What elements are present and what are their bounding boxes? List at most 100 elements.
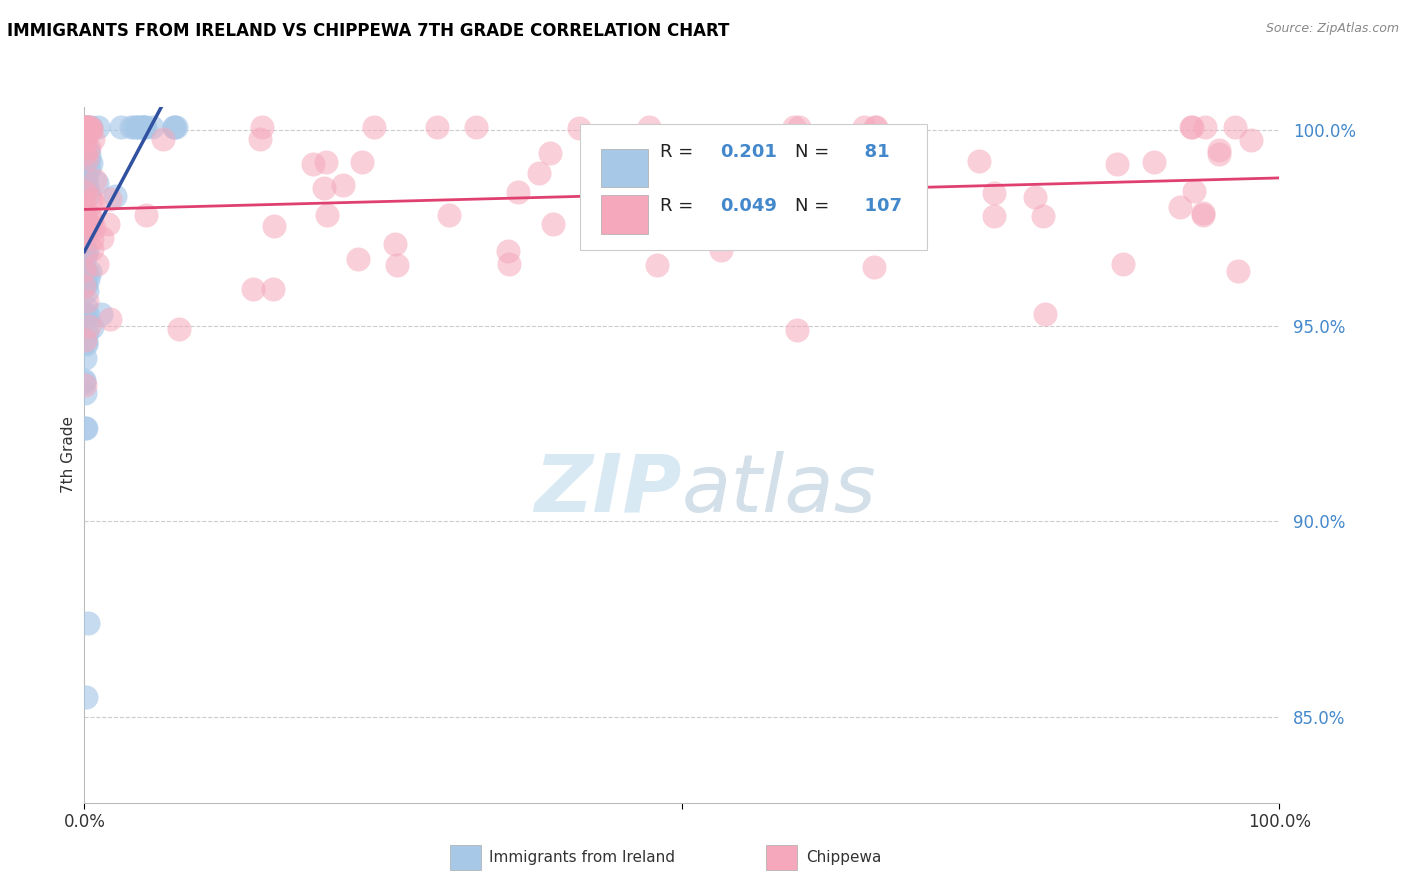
Point	[141, 120, 163, 134]
Point	[1032, 209, 1054, 223]
Point	[75, 310, 97, 324]
Point	[80, 123, 103, 137]
Point	[73, 278, 96, 293]
Point	[76, 216, 98, 230]
Text: IMMIGRANTS FROM IRELAND VS CHIPPEWA 7TH GRADE CORRELATION CHART: IMMIGRANTS FROM IRELAND VS CHIPPEWA 7TH …	[7, 22, 730, 40]
Point	[75, 334, 97, 348]
Point	[316, 208, 339, 222]
FancyBboxPatch shape	[600, 195, 648, 234]
Point	[132, 120, 155, 134]
Point	[733, 158, 755, 172]
Point	[98, 311, 121, 326]
Point	[73, 212, 96, 227]
Point	[262, 282, 284, 296]
Point	[301, 157, 323, 171]
Point	[77, 153, 100, 167]
Point	[73, 120, 96, 134]
Point	[73, 202, 96, 217]
Point	[82, 195, 104, 210]
Point	[83, 220, 105, 235]
Point	[1192, 208, 1215, 222]
Point	[865, 120, 887, 134]
Point	[863, 120, 886, 134]
Point	[541, 218, 564, 232]
Point	[862, 260, 884, 275]
Point	[786, 323, 808, 337]
Point	[652, 207, 675, 221]
Point	[90, 231, 112, 245]
Point	[134, 120, 156, 134]
Point	[80, 192, 103, 206]
Point	[75, 300, 97, 314]
Point	[637, 120, 659, 134]
Point	[84, 173, 107, 187]
Point	[75, 126, 97, 140]
Point	[77, 120, 100, 134]
Point	[77, 309, 100, 323]
Point	[73, 372, 96, 386]
Point	[73, 186, 96, 200]
Point	[437, 208, 460, 222]
Point	[73, 386, 96, 401]
Point	[73, 120, 96, 134]
Point	[77, 148, 100, 162]
Point	[75, 690, 97, 705]
Point	[73, 239, 96, 253]
Point	[77, 318, 100, 333]
Point	[165, 120, 187, 134]
Text: 107: 107	[852, 197, 901, 216]
Point	[426, 120, 449, 134]
Point	[75, 377, 97, 392]
Text: atlas: atlas	[682, 450, 877, 529]
Point	[75, 334, 97, 349]
Point	[163, 120, 186, 134]
Point	[538, 145, 561, 160]
Point	[152, 132, 174, 146]
Point	[787, 120, 810, 134]
Point	[710, 243, 733, 257]
Text: N =: N =	[796, 144, 835, 161]
Y-axis label: 7th Grade: 7th Grade	[60, 417, 76, 493]
Point	[79, 265, 101, 279]
Point	[73, 147, 96, 161]
Point	[350, 154, 373, 169]
Point	[77, 120, 100, 134]
Point	[73, 120, 96, 134]
Point	[104, 189, 127, 203]
FancyBboxPatch shape	[581, 124, 927, 250]
Point	[75, 218, 97, 232]
Point	[80, 156, 103, 170]
Point	[75, 278, 97, 293]
Point	[73, 248, 96, 262]
Point	[824, 206, 846, 220]
Point	[387, 258, 409, 272]
Point	[86, 176, 108, 190]
Point	[77, 161, 100, 176]
Point	[76, 120, 98, 134]
Point	[125, 120, 148, 134]
Point	[73, 274, 96, 288]
Text: Immigrants from Ireland: Immigrants from Ireland	[489, 850, 675, 864]
Point	[80, 243, 103, 257]
Point	[80, 214, 103, 228]
Point	[77, 141, 100, 155]
Point	[75, 153, 97, 167]
Point	[73, 304, 96, 318]
Point	[75, 169, 97, 183]
Point	[1182, 184, 1205, 198]
Point	[75, 351, 97, 365]
Point	[242, 282, 264, 296]
Point	[135, 208, 157, 222]
Point	[862, 219, 884, 233]
Point	[73, 263, 96, 277]
Point	[967, 153, 990, 168]
Point	[122, 120, 145, 134]
Point	[134, 120, 156, 134]
Point	[132, 120, 155, 134]
Point	[73, 152, 96, 166]
Point	[1168, 200, 1191, 214]
Point	[98, 192, 121, 206]
Point	[496, 244, 519, 259]
Point	[75, 217, 97, 231]
Point	[75, 421, 97, 435]
